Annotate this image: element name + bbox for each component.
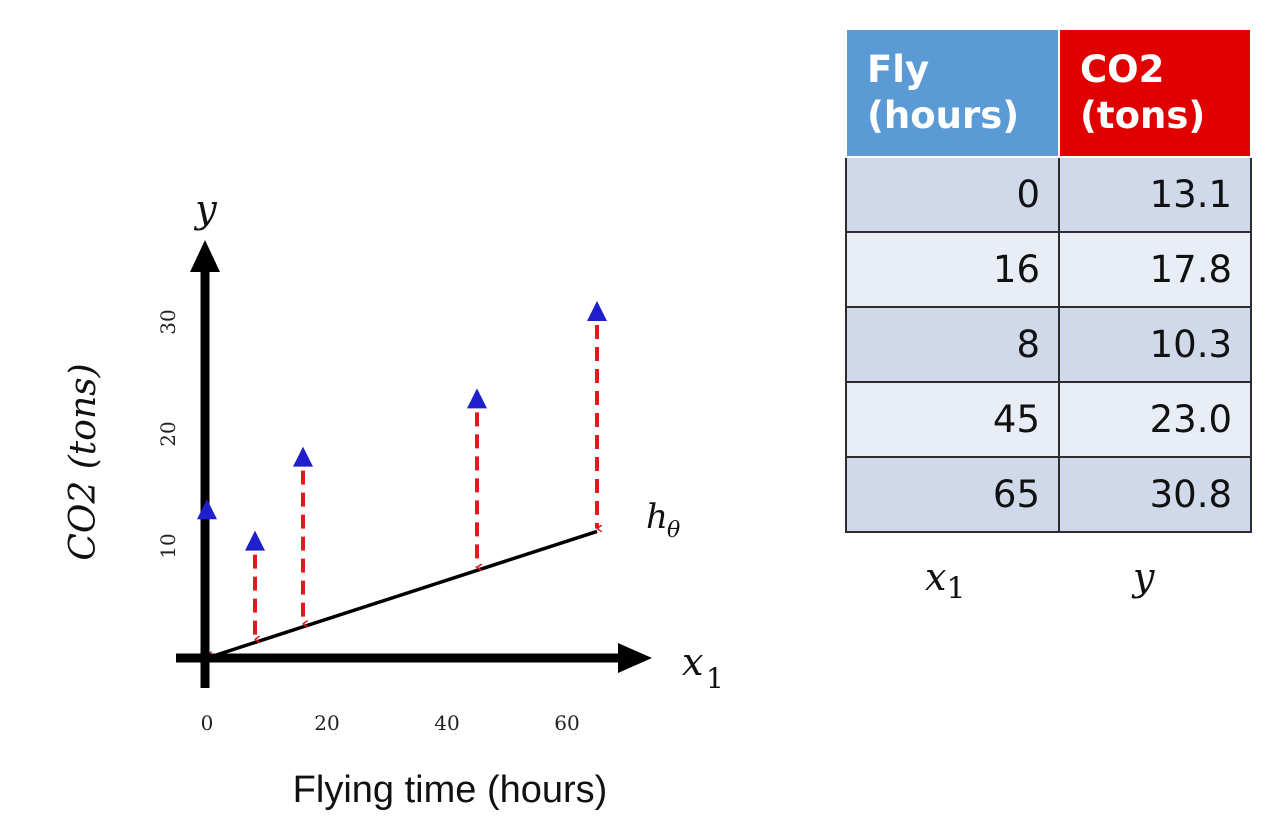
x-axis-arrowhead — [618, 643, 652, 673]
x-axis-symbol: x — [682, 640, 703, 684]
header-line: (tons) — [1080, 94, 1206, 137]
table-cell: 17.8 — [1058, 231, 1252, 308]
table-row: 8 10.3 — [845, 306, 1252, 383]
table-cell: 10.3 — [1058, 306, 1252, 383]
x-tick-label: 60 — [554, 711, 579, 735]
column-variable-subscript: 1 — [946, 571, 966, 607]
table-cell: 13.1 — [1058, 156, 1252, 233]
y-axis-arrowhead — [190, 240, 220, 272]
fit-line — [206, 529, 598, 660]
table-cell: 30.8 — [1058, 456, 1252, 533]
table-cell: 65 — [845, 456, 1060, 533]
data-point — [467, 388, 487, 409]
x-axis-label: Flying time (hours) — [293, 769, 608, 811]
x-tick-label: 20 — [314, 711, 339, 735]
fit-line-label: h — [646, 497, 668, 537]
fit-line-label-subscript: θ — [667, 518, 680, 543]
table-row: 0 13.1 — [845, 156, 1252, 233]
chart: 0 20 40 60 10 20 30 Flying time (hours) CO2 (ton… — [63, 187, 724, 811]
table-cell: 8 — [845, 306, 1060, 383]
header-fly-hours: Fly (hours) — [845, 28, 1060, 158]
x-tick-label: 40 — [434, 711, 459, 735]
column-variable-y: y — [1133, 555, 1154, 599]
table-cell: 45 — [845, 381, 1060, 458]
y-tick-label: 30 — [156, 309, 180, 334]
y-axis-label: CO2 (tons) — [63, 363, 104, 560]
table-cell: 23.0 — [1058, 381, 1252, 458]
header-line: CO2 — [1080, 48, 1165, 91]
header-line: (hours) — [867, 94, 1020, 137]
table-row: 16 17.8 — [845, 231, 1252, 308]
table-row: 65 30.8 — [845, 456, 1252, 533]
data-point — [245, 530, 265, 551]
data-point — [197, 499, 217, 520]
y-tick-label: 10 — [156, 533, 180, 558]
header-line: Fly — [867, 48, 930, 91]
data-table: Fly (hours) CO2 (tons) 0 13.1 16 17.8 8 … — [845, 28, 1252, 533]
column-variable-symbol: y — [1133, 555, 1155, 599]
table-header-row: Fly (hours) CO2 (tons) — [845, 28, 1252, 158]
y-tick-label: 20 — [156, 421, 180, 446]
x-axis-symbol-subscript: 1 — [706, 662, 724, 695]
y-axis-symbol: y — [193, 187, 217, 231]
column-variable-symbol: x — [925, 555, 947, 599]
column-variable-x1: x1 — [925, 555, 966, 607]
table-cell: 16 — [845, 231, 1060, 308]
data-point — [293, 446, 313, 467]
header-co2-tons: CO2 (tons) — [1058, 28, 1252, 158]
data-point — [587, 301, 607, 322]
table-cell: 0 — [845, 156, 1060, 233]
table-row: 45 23.0 — [845, 381, 1252, 458]
x-tick-label: 0 — [201, 711, 214, 735]
